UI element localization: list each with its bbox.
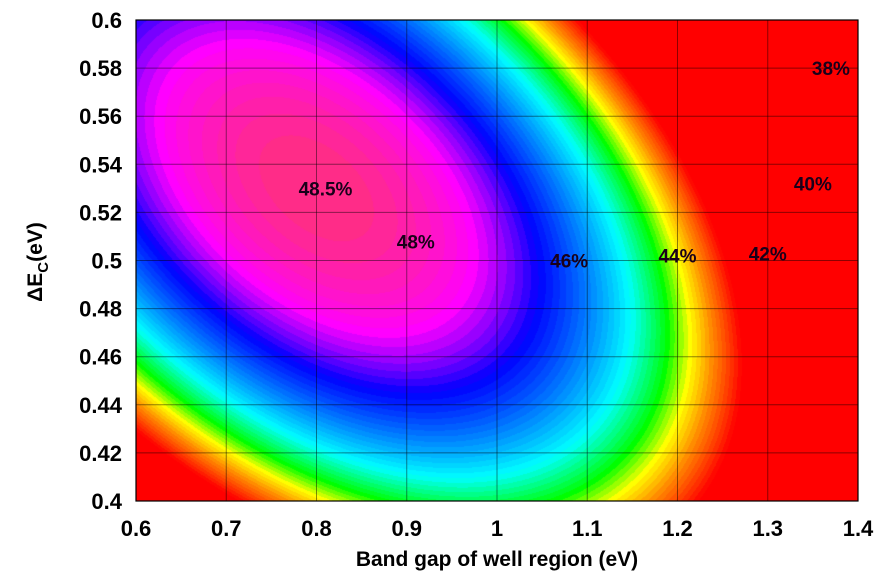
- y-tick-label: 0.5: [91, 249, 122, 274]
- y-tick-label: 0.44: [79, 393, 123, 418]
- x-tick-label: 1: [491, 516, 503, 541]
- y-tick-label: 0.48: [79, 297, 122, 322]
- plot-area: [136, 20, 858, 501]
- y-tick-label: 0.52: [79, 200, 122, 225]
- y-tick-label: 0.6: [91, 8, 122, 33]
- heatmap-surface: [136, 20, 858, 501]
- y-axis-title: ΔEC(eV): [24, 222, 52, 302]
- x-tick-label: 1.3: [752, 516, 783, 541]
- y-axis-ticks: 0.4 0.42 0.44 0.46 0.48 0.5 0.52 0.54 0.56 0.58 0.…: [79, 8, 123, 514]
- contour-label: 46%: [550, 252, 588, 273]
- plot-frame: [135, 19, 859, 502]
- y-tick-label: 0.54: [79, 152, 123, 177]
- y-tick-label: 0.42: [79, 441, 122, 466]
- x-tick-label: 0.6: [121, 516, 152, 541]
- x-tick-label: 1.2: [662, 516, 693, 541]
- x-tick-label: 1.1: [572, 516, 603, 541]
- x-tick-label: 1.4: [843, 516, 874, 541]
- y-axis-title-prefix: ΔE: [24, 273, 47, 302]
- contour-label: 38%: [812, 59, 850, 80]
- contour-label: 44%: [658, 247, 696, 268]
- contour-label: 48.5%: [299, 179, 353, 200]
- y-tick-label: 0.4: [91, 489, 122, 514]
- x-axis-title: Band gap of well region (eV): [356, 548, 638, 571]
- x-axis-ticks: 0.6 0.7 0.8 0.9 1 1.1 1.2 1.3 1.4: [121, 516, 874, 541]
- grid-lines: [136, 20, 858, 501]
- y-axis-title-suffix: (eV): [24, 222, 47, 262]
- x-tick-label: 0.9: [391, 516, 422, 541]
- y-tick-label: 0.58: [79, 56, 122, 81]
- y-tick-label: 0.46: [79, 345, 122, 370]
- contour-label: 40%: [794, 175, 832, 196]
- y-tick-label: 0.56: [79, 104, 122, 129]
- contour-labels: 48.5% 48% 46% 44% 42% 40% 38%: [299, 59, 850, 272]
- contour-label: 42%: [749, 244, 787, 265]
- x-tick-label: 0.7: [211, 516, 242, 541]
- x-tick-label: 0.8: [301, 516, 332, 541]
- y-axis-title-subscript: C: [35, 262, 52, 273]
- contour-label: 48%: [397, 232, 435, 253]
